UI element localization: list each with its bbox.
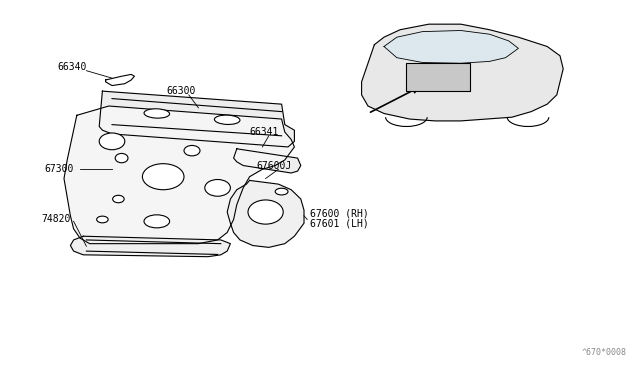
Ellipse shape [214, 115, 240, 125]
Polygon shape [227, 180, 304, 247]
Text: 67600 (RH): 67600 (RH) [310, 209, 369, 219]
Text: 74820: 74820 [42, 215, 71, 224]
Ellipse shape [275, 188, 288, 195]
Polygon shape [384, 31, 518, 63]
Polygon shape [234, 149, 301, 173]
Polygon shape [99, 91, 294, 147]
Ellipse shape [97, 216, 108, 223]
Polygon shape [362, 24, 563, 121]
Ellipse shape [115, 154, 128, 163]
Text: 67600J: 67600J [256, 161, 291, 170]
Ellipse shape [142, 164, 184, 190]
Ellipse shape [144, 109, 170, 118]
Ellipse shape [184, 145, 200, 156]
Text: 66341: 66341 [250, 127, 279, 137]
FancyBboxPatch shape [406, 63, 470, 91]
Ellipse shape [205, 179, 230, 196]
Text: 66340: 66340 [58, 62, 87, 72]
Text: 67300: 67300 [45, 164, 74, 174]
Polygon shape [70, 236, 230, 257]
Text: 66300: 66300 [166, 86, 196, 96]
Ellipse shape [99, 133, 125, 150]
Ellipse shape [248, 200, 283, 224]
Polygon shape [64, 106, 294, 244]
Text: ^670*0008: ^670*0008 [582, 348, 627, 357]
Text: 67601 (LH): 67601 (LH) [310, 218, 369, 228]
Ellipse shape [113, 195, 124, 203]
Ellipse shape [144, 215, 170, 228]
